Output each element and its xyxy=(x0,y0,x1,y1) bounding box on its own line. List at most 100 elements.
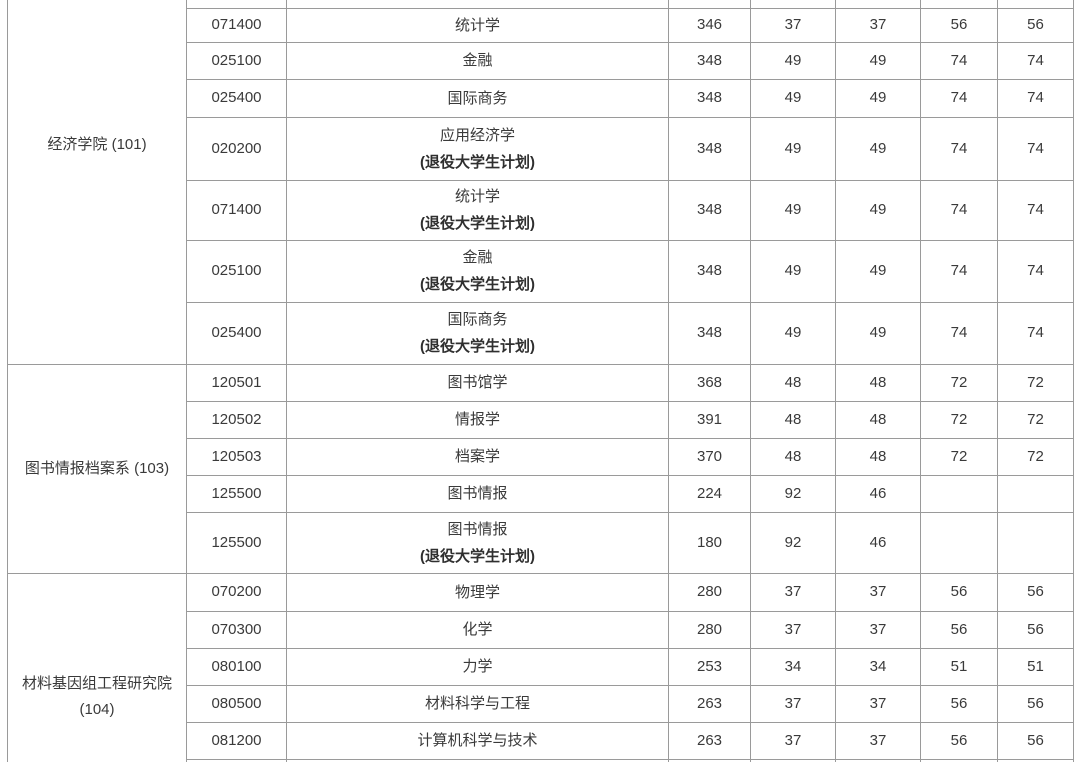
score-cell: 37 xyxy=(750,572,836,612)
score-cell: 37 xyxy=(750,7,836,43)
score-cell: 56 xyxy=(997,721,1074,760)
score-cell: 48 xyxy=(750,437,836,476)
score-cell: 72 xyxy=(920,400,998,439)
major-name: 图书情报 xyxy=(447,485,508,502)
score-cell: 56 xyxy=(920,572,998,612)
score-cell xyxy=(997,474,1074,513)
score-cell: 56 xyxy=(920,7,998,43)
score-cell: 348 xyxy=(668,179,751,241)
score-cell: 348 xyxy=(668,78,751,118)
table-row: 080100 力学 253 34 34 51 51 xyxy=(8,647,1074,686)
empty-cell xyxy=(750,0,836,9)
score-cell: 56 xyxy=(997,7,1074,43)
table-row: 图书情报档案系 (103) 120501 图书馆学 368 48 48 72 72 xyxy=(7,363,1074,574)
empty-cell xyxy=(835,0,921,9)
score-cell: 49 xyxy=(750,301,836,365)
table-row: 025400 国际商务 (退役大学生计划) 348 49 49 74 74 xyxy=(8,301,1074,365)
score-cell: 180 xyxy=(668,511,751,574)
score-cell xyxy=(920,511,998,574)
empty-cell xyxy=(920,0,998,9)
score-cell: 49 xyxy=(835,301,921,365)
retired-soldier-plan-note: (退役大学生计划) xyxy=(420,215,535,232)
score-cell: 49 xyxy=(750,78,836,118)
major-name-cell: 档案学 xyxy=(286,437,669,476)
table-row: 020200 应用经济学 (退役大学生计划) 348 49 49 74 74 xyxy=(8,116,1074,181)
major-code-cell: 020200 xyxy=(186,116,287,181)
score-cell: 72 xyxy=(997,400,1074,439)
major-code-cell: 025400 xyxy=(186,78,287,118)
major-name-cell: 统计学 (退役大学生计划) xyxy=(286,179,669,241)
department-cell: 图书情报档案系 (103) xyxy=(7,363,187,574)
table-row: 070300 化学 280 37 37 56 56 xyxy=(8,610,1074,649)
score-cell: 51 xyxy=(997,647,1074,686)
score-cell: 49 xyxy=(835,179,921,241)
table-row: 081200 计算机科学与技术 263 37 37 56 56 xyxy=(8,721,1074,760)
score-cell: 280 xyxy=(668,610,751,649)
score-cell: 49 xyxy=(750,116,836,181)
major-name: 计算机科学与技术 xyxy=(417,732,538,749)
score-cell: 37 xyxy=(750,721,836,760)
major-code-cell: 025100 xyxy=(186,239,287,303)
table-row: 025100 金融 348 49 49 74 74 xyxy=(8,41,1074,80)
table-row: 125500 图书情报 224 92 46 xyxy=(8,474,1074,513)
score-cell: 74 xyxy=(920,41,998,80)
score-cell: 56 xyxy=(997,610,1074,649)
score-cell: 74 xyxy=(920,116,998,181)
score-cell: 37 xyxy=(835,572,921,612)
major-name-cell: 材料科学与工程 xyxy=(286,684,669,723)
score-cell: 46 xyxy=(835,474,921,513)
score-cell: 391 xyxy=(668,400,751,439)
major-name: 统计学 xyxy=(454,188,500,205)
retired-soldier-plan-note: (退役大学生计划) xyxy=(420,547,535,565)
major-name: 力学 xyxy=(462,658,493,675)
admission-score-table: 经济学院 (101) 071400 统计学 346 37 37 56 56 025100 金融 34… xyxy=(7,0,1074,762)
major-code-cell: 070200 xyxy=(186,572,287,612)
score-cell: 74 xyxy=(920,239,998,303)
score-cell: 56 xyxy=(997,684,1074,723)
score-cell: 49 xyxy=(835,116,921,181)
department-label: 经济学院 (101) xyxy=(47,135,147,153)
department-cell: 经济学院 (101) xyxy=(7,0,187,365)
score-cell: 49 xyxy=(750,41,836,80)
score-cell: 56 xyxy=(920,721,998,760)
score-cell: 49 xyxy=(835,239,921,303)
table-row: 125500 图书情报 (退役大学生计划) 180 92 46 xyxy=(8,511,1074,574)
score-cell: 34 xyxy=(835,647,921,686)
score-cell: 224 xyxy=(668,474,751,513)
table-row-cutoff-top: 经济学院 (101) xyxy=(7,0,1074,365)
table-row: 120502 情报学 391 48 48 72 72 xyxy=(8,400,1074,439)
major-code-cell: 071400 xyxy=(186,179,287,241)
score-cell: 46 xyxy=(835,511,921,574)
table-row: 071400 统计学 346 37 37 56 56 xyxy=(8,7,1074,43)
score-cell: 48 xyxy=(835,400,921,439)
major-code-cell: 120503 xyxy=(186,437,287,476)
score-cell: 49 xyxy=(750,239,836,303)
score-cell: 74 xyxy=(997,78,1074,118)
score-cell: 37 xyxy=(835,610,921,649)
department-cell: 材料基因组工程研究院 (104) xyxy=(7,572,187,762)
score-cell: 48 xyxy=(750,363,836,402)
table-row: 025400 国际商务 348 49 49 74 74 xyxy=(8,78,1074,118)
major-name: 材料科学与工程 xyxy=(424,695,530,712)
empty-cell xyxy=(668,0,751,9)
score-cell: 74 xyxy=(920,301,998,365)
major-code-cell: 025100 xyxy=(186,41,287,80)
empty-cell xyxy=(997,758,1074,762)
score-cell: 56 xyxy=(920,684,998,723)
table-row: 071400 统计学 (退役大学生计划) 348 49 49 74 74 xyxy=(8,179,1074,241)
major-code-cell: 125500 xyxy=(186,474,287,513)
score-cell: 348 xyxy=(668,41,751,80)
major-code-cell: 070300 xyxy=(186,610,287,649)
major-name: 金融 xyxy=(462,249,493,266)
major-name-cell: 计算机科学与技术 xyxy=(286,721,669,760)
major-code-cell: 080500 xyxy=(186,684,287,723)
score-cell: 74 xyxy=(997,239,1074,303)
major-name: 图书情报 xyxy=(447,520,508,538)
major-name-cell: 力学 xyxy=(286,647,669,686)
major-name-cell: 图书馆学 xyxy=(286,363,669,402)
major-code-cell: 120502 xyxy=(186,400,287,439)
major-name: 图书馆学 xyxy=(447,374,508,391)
score-cell: 74 xyxy=(920,179,998,241)
score-cell: 280 xyxy=(668,572,751,612)
